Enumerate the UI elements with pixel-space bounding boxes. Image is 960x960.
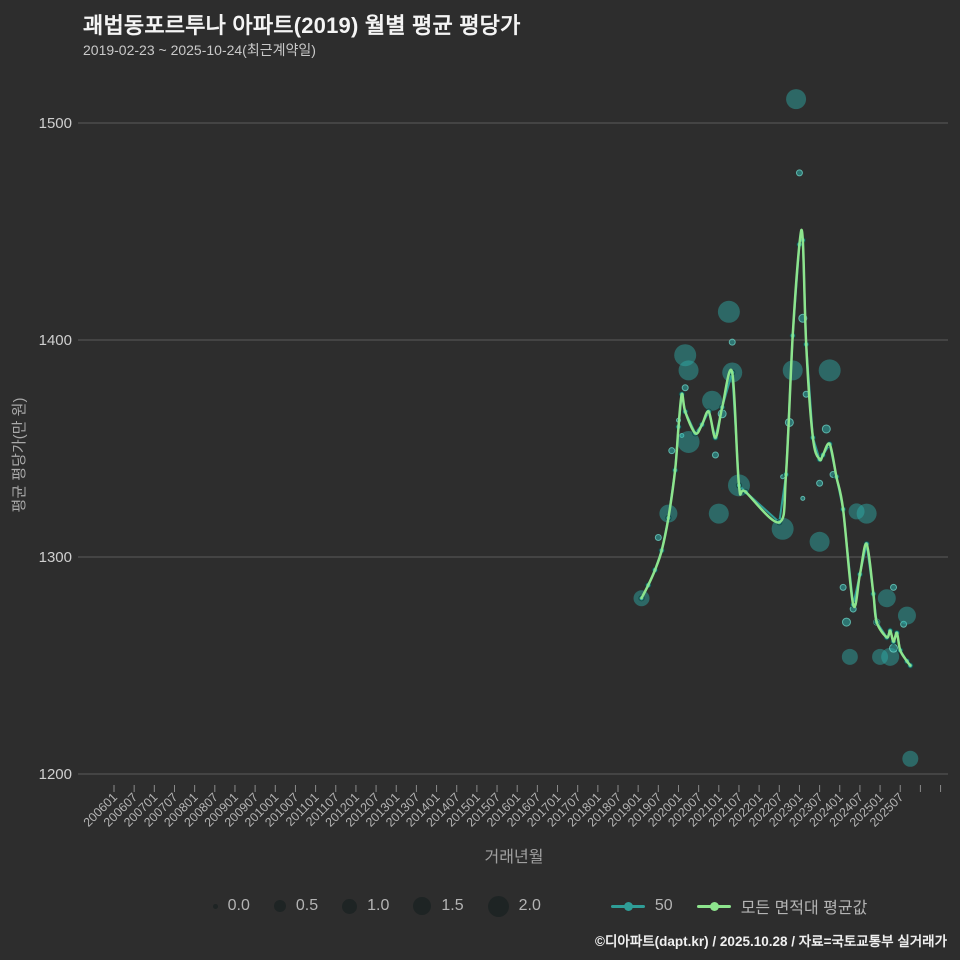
- y-tick-label: 1400: [39, 332, 72, 349]
- chart-subtitle: 2019-02-23 ~ 2025-10-24(최근계약일): [83, 42, 316, 58]
- transaction-bubble[interactable]: [839, 583, 847, 591]
- transaction-bubble[interactable]: [889, 643, 899, 653]
- green-line-swatch-icon: [696, 901, 731, 911]
- legend-size-item-1[interactable]: 0.5: [273, 897, 319, 915]
- transaction-bubble[interactable]: [856, 503, 877, 524]
- legend-series-50[interactable]: 50: [610, 897, 673, 915]
- legend-size-item-4[interactable]: 2.0: [487, 895, 541, 917]
- y-tick-label: 1500: [39, 115, 72, 132]
- transaction-bubble[interactable]: [816, 479, 824, 487]
- transaction-bubble[interactable]: [902, 750, 919, 767]
- transaction-bubble[interactable]: [782, 360, 803, 381]
- series-50-line[interactable]: [640, 239, 912, 667]
- transaction-bubble[interactable]: [681, 384, 689, 392]
- legend-size-label: 2.0: [518, 897, 541, 914]
- chart-title: 괘법동포르투나 아파트(2019) 월별 평균 평당가: [83, 13, 521, 38]
- transaction-bubble[interactable]: [674, 344, 697, 367]
- y-tick-label: 1200: [39, 766, 72, 783]
- transaction-bubble[interactable]: [668, 447, 676, 455]
- transaction-bubble[interactable]: [679, 432, 685, 438]
- transaction-bubble[interactable]: [717, 300, 740, 323]
- y-tick-label: 1300: [39, 549, 72, 566]
- legend-series-average[interactable]: 모든 면적대 평균값: [696, 894, 868, 918]
- transaction-bubble[interactable]: [800, 495, 806, 501]
- legend-series-label: 50: [654, 897, 673, 914]
- bubble-size-icon: [212, 903, 218, 909]
- teal-line-swatch-icon: [610, 901, 645, 911]
- transaction-bubble[interactable]: [897, 606, 916, 625]
- credit-footer: ©디아파트(dapt.kr) / 2025.10.28 / 자료=국토교통부 실…: [595, 934, 947, 949]
- transaction-bubble[interactable]: [702, 390, 723, 411]
- transaction-bubble[interactable]: [848, 503, 865, 520]
- transaction-bubble[interactable]: [900, 620, 908, 628]
- legend-size-label: 1.5: [441, 897, 464, 914]
- bubble-size-icon: [342, 898, 358, 914]
- transaction-bubble[interactable]: [678, 360, 699, 381]
- transaction-bubble[interactable]: [841, 648, 858, 665]
- transaction-bubble[interactable]: [711, 451, 719, 459]
- legend: 0.0 0.5 1.0 1.5 2.0 50 모든 면적대 평균값: [120, 889, 960, 923]
- legend-size-item-2[interactable]: 1.0: [342, 897, 389, 915]
- transaction-bubble[interactable]: [654, 533, 662, 541]
- transaction-bubble[interactable]: [877, 589, 896, 608]
- transaction-bubble[interactable]: [677, 430, 700, 453]
- legend-size-label: 1.0: [367, 897, 390, 914]
- bubble-size-icon: [413, 897, 432, 915]
- transaction-bubble[interactable]: [809, 531, 830, 552]
- y-axis-title: 평균 평당가(만 원): [11, 397, 28, 513]
- legend-size-label: 0.0: [227, 897, 250, 914]
- bubble-size-icon: [487, 895, 509, 917]
- transaction-bubble[interactable]: [795, 169, 803, 177]
- transaction-bubble[interactable]: [821, 424, 831, 434]
- bubble-size-icon: [273, 900, 286, 912]
- legend-series-label: 모든 면적대 평균값: [740, 900, 868, 917]
- transaction-bubble[interactable]: [841, 617, 851, 627]
- x-axis-title: 거래년월: [484, 849, 544, 866]
- transaction-bubble[interactable]: [872, 648, 889, 665]
- transaction-bubble[interactable]: [786, 89, 807, 110]
- transaction-bubble[interactable]: [818, 359, 841, 382]
- legend-size-label: 0.5: [295, 897, 319, 914]
- average-line[interactable]: [640, 228, 912, 667]
- transaction-bubble[interactable]: [708, 503, 729, 524]
- transaction-bubble[interactable]: [728, 338, 736, 346]
- transaction-bubble[interactable]: [890, 583, 898, 591]
- legend-size-item-0[interactable]: 0.0: [212, 897, 250, 915]
- legend-size-item-3[interactable]: 1.5: [413, 897, 464, 915]
